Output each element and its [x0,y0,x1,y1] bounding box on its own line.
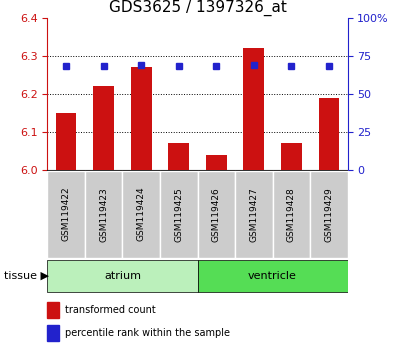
Text: GSM119424: GSM119424 [137,187,146,241]
Bar [131,67,152,170]
FancyBboxPatch shape [198,171,235,257]
Text: GSM119426: GSM119426 [212,187,221,241]
FancyBboxPatch shape [310,171,348,257]
Bar [47,302,59,318]
FancyBboxPatch shape [160,171,198,257]
FancyBboxPatch shape [122,171,160,257]
FancyBboxPatch shape [85,171,122,257]
Text: atrium: atrium [104,271,141,281]
Bar [318,98,339,170]
Title: GDS3625 / 1397326_at: GDS3625 / 1397326_at [109,0,286,16]
FancyBboxPatch shape [198,260,348,292]
FancyBboxPatch shape [235,171,273,257]
Text: GSM119427: GSM119427 [249,187,258,241]
FancyBboxPatch shape [273,171,310,257]
Text: percentile rank within the sample: percentile rank within the sample [66,328,230,338]
Bar [281,143,302,170]
Text: transformed count: transformed count [66,305,156,315]
Text: GSM119425: GSM119425 [174,187,183,241]
Bar [93,86,114,170]
Text: GSM119422: GSM119422 [62,187,71,241]
Text: ventricle: ventricle [248,271,297,281]
Bar [243,48,264,170]
Text: tissue ▶: tissue ▶ [4,271,49,281]
Bar [47,325,59,341]
Text: GSM119428: GSM119428 [287,187,296,241]
Bar [206,155,227,170]
FancyBboxPatch shape [47,171,85,257]
Text: GSM119423: GSM119423 [99,187,108,241]
FancyBboxPatch shape [47,260,198,292]
Bar [56,113,77,170]
Text: GSM119429: GSM119429 [324,187,333,241]
Bar [168,143,189,170]
